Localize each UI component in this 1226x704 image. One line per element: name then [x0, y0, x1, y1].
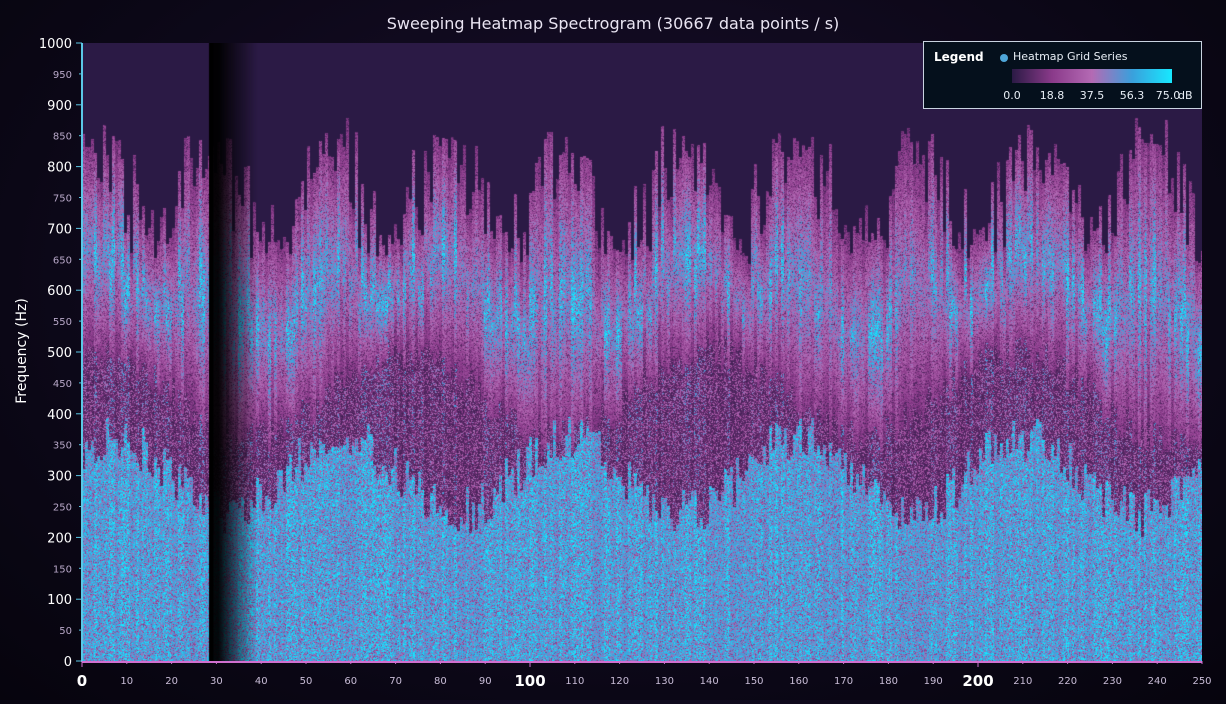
x-minor-tick-label: 70: [389, 676, 402, 687]
legend-tick-label: 75.0: [1155, 89, 1181, 102]
y-tick-label: 900: [47, 99, 72, 114]
x-tick-label: 100: [514, 672, 545, 690]
legend-series-marker-icon: [1000, 54, 1008, 62]
y-tick-label: 1000: [39, 37, 72, 52]
y-axis-ticks: 0 100 200 300 400 500 600 700 800 900 1000 50 150 250…: [39, 37, 82, 670]
y-tick-label: 600: [47, 284, 72, 299]
y-tick-label: 500: [47, 346, 72, 361]
y-minor-tick-label: 450: [53, 379, 72, 390]
x-minor-tick-label: 90: [479, 676, 492, 687]
chart-title: Sweeping Heatmap Spectrogram (30667 data…: [387, 14, 840, 33]
legend-tick-label: 37.5: [1079, 89, 1105, 102]
y-tick-label: 300: [47, 470, 72, 485]
x-minor-tick-label: 240: [1148, 676, 1167, 687]
x-minor-tick-label: 140: [700, 676, 719, 687]
x-axis-ticks: 0 100 200 10 20 30 40 50 60 70 80 90 110 120 130 140 150…: [77, 661, 1212, 690]
x-minor-tick-label: 210: [1013, 676, 1032, 687]
legend-tick-label: 0.0: [1003, 89, 1021, 102]
x-minor-tick-label: 80: [434, 676, 447, 687]
y-tick-label: 200: [47, 531, 72, 546]
y-minor-tick-label: 150: [53, 564, 72, 575]
x-minor-tick-label: 120: [610, 676, 629, 687]
y-minor-tick-label: 750: [53, 194, 72, 205]
y-tick-label: 400: [47, 408, 72, 423]
y-minor-tick-label: 350: [53, 441, 72, 452]
y-minor-tick-label: 250: [53, 503, 72, 514]
y-axis-label: Frequency (Hz): [14, 298, 30, 404]
y-tick-label: 700: [47, 222, 72, 237]
legend-title: Legend: [934, 50, 984, 64]
x-minor-tick-label: 250: [1192, 676, 1211, 687]
y-minor-tick-label: 650: [53, 255, 72, 266]
x-minor-tick-label: 110: [565, 676, 584, 687]
y-minor-tick-label: 50: [59, 626, 72, 637]
x-minor-tick-label: 130: [655, 676, 674, 687]
x-minor-tick-label: 60: [344, 676, 357, 687]
x-minor-tick-label: 170: [834, 676, 853, 687]
x-tick-label: 200: [962, 672, 993, 690]
y-minor-tick-label: 550: [53, 317, 72, 328]
y-tick-label: 800: [47, 161, 72, 176]
x-minor-tick-label: 220: [1058, 676, 1077, 687]
x-minor-tick-label: 150: [744, 676, 763, 687]
heatmap-image: [82, 43, 1202, 661]
legend-tick-label: 18.8: [1039, 89, 1065, 102]
x-minor-tick-label: 10: [120, 676, 133, 687]
x-minor-tick-label: 40: [255, 676, 268, 687]
legend-unit-label: dB: [1178, 89, 1193, 102]
x-minor-tick-label: 180: [879, 676, 898, 687]
legend-tick-label: 56.3: [1119, 89, 1145, 102]
legend-box: Legend Heatmap Grid Series 0.0 18.8 37.5…: [923, 41, 1202, 109]
x-minor-tick-label: 20: [165, 676, 178, 687]
x-tick-label: 0: [77, 672, 87, 690]
y-tick-label: 100: [47, 593, 72, 608]
y-minor-tick-label: 850: [53, 132, 72, 143]
heatmap-grid-series: [82, 43, 1202, 661]
x-minor-tick-label: 230: [1103, 676, 1122, 687]
x-minor-tick-label: 50: [300, 676, 313, 687]
legend-color-scale: [1012, 69, 1172, 83]
x-minor-tick-label: 30: [210, 676, 223, 687]
legend-series-name: Heatmap Grid Series: [1013, 50, 1128, 63]
y-tick-label: 0: [64, 655, 72, 670]
y-minor-tick-label: 950: [53, 70, 72, 81]
x-minor-tick-label: 190: [924, 676, 943, 687]
x-minor-tick-label: 160: [789, 676, 808, 687]
